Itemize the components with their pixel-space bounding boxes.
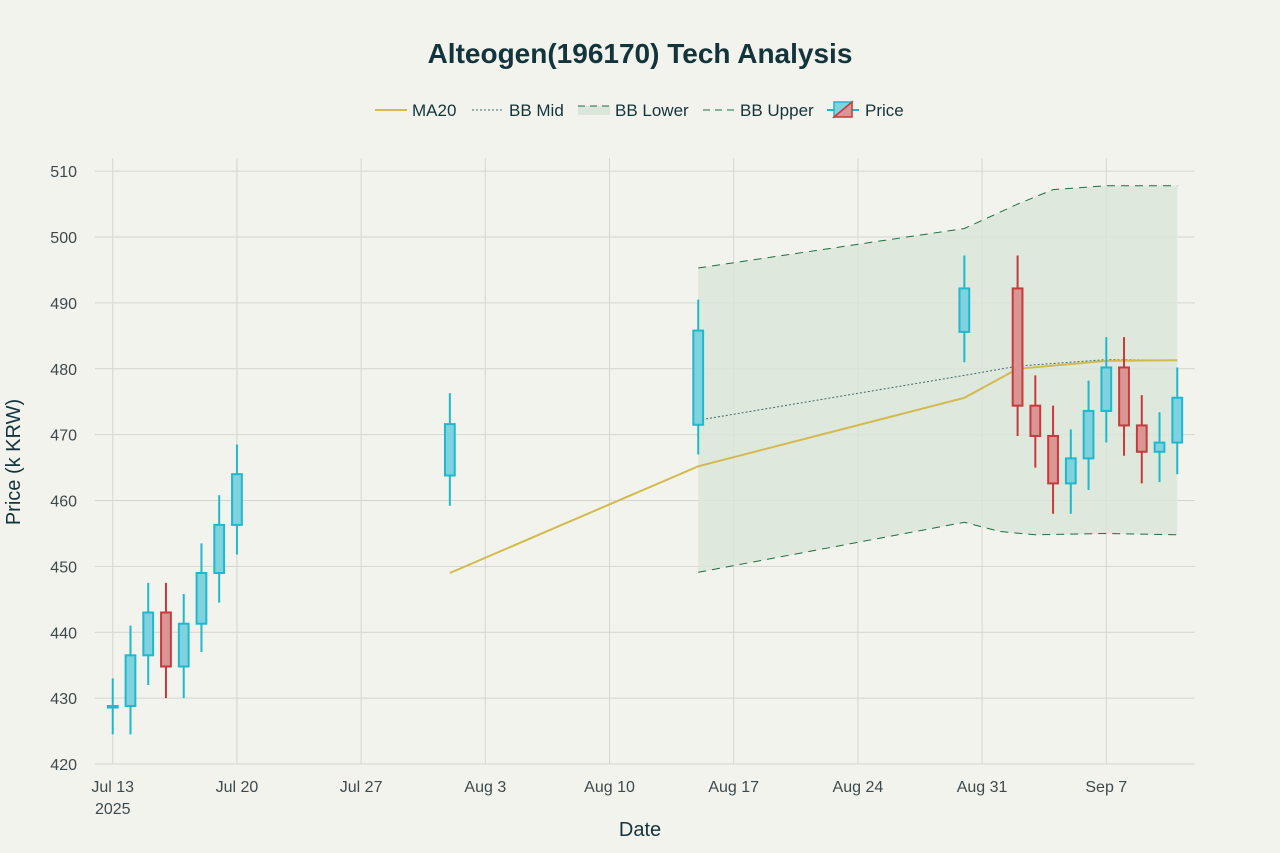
candle <box>1011 255 1024 436</box>
candle <box>1064 429 1077 514</box>
legend-label-ma20: MA20 <box>412 101 456 120</box>
candle-body <box>195 571 208 625</box>
candlesticks <box>106 255 1184 735</box>
y-axis-title: Price (k KRW) <box>3 399 25 525</box>
y-axis-ticks: 420 430 440 450 460 470 480 490 500 510 <box>50 164 77 774</box>
candle-body <box>124 654 137 708</box>
candle-body <box>1064 457 1077 485</box>
candle-body <box>1047 434 1059 485</box>
bb-upper-line <box>698 185 1178 269</box>
legend-item-ma20[interactable]: MA20 <box>375 101 456 120</box>
legend-swatch-bb-lower-fill <box>578 106 610 115</box>
candle-body <box>1082 409 1095 460</box>
legend-label-price: Price <box>865 101 904 120</box>
legend-item-price[interactable]: Price <box>827 100 904 120</box>
candle-body <box>1011 287 1024 407</box>
x-tick-label: Aug 17 <box>708 779 759 796</box>
y-tick-label: 480 <box>50 362 77 379</box>
legend: MA20 BB Mid BB Lower BB Upper Price <box>375 100 904 120</box>
candle-body <box>958 287 971 333</box>
candle-body <box>160 611 172 668</box>
x-axis-ticks: Jul 13 2025 Jul 20 Jul 27 Aug 3 Aug 10 Aug 17 A… <box>91 779 1127 818</box>
legend-swatch-price-down <box>831 100 853 118</box>
candle-body <box>1171 396 1184 444</box>
candle <box>1135 395 1148 484</box>
candle <box>1118 337 1130 456</box>
candle <box>1171 367 1184 475</box>
candle <box>1100 337 1113 443</box>
candle-body <box>443 423 456 477</box>
legend-label-bb-lower: BB Lower <box>615 101 689 120</box>
x-axis-title: Date <box>619 819 661 841</box>
y-tick-label: 490 <box>50 296 77 313</box>
y-tick-label: 420 <box>50 757 77 774</box>
candle <box>177 594 190 699</box>
legend-item-bb-lower[interactable]: BB Lower <box>578 101 689 120</box>
candle-body <box>1100 366 1113 412</box>
candle-body <box>1135 424 1148 453</box>
candle-body <box>177 622 190 668</box>
x-tick-label: Jul 13 <box>91 779 134 796</box>
y-tick-label: 430 <box>50 691 77 708</box>
x-tick-label: Aug 10 <box>584 779 635 796</box>
y-tick-label: 440 <box>50 625 77 642</box>
chart-title: Alteogen(196170) Tech Analysis <box>428 38 853 69</box>
legend-label-bb-mid: BB Mid <box>509 101 564 120</box>
candle <box>692 299 705 455</box>
y-tick-label: 510 <box>50 164 77 181</box>
candle <box>231 444 243 555</box>
legend-item-bb-mid[interactable]: BB Mid <box>472 101 564 120</box>
x-tick-label: Aug 24 <box>833 779 884 796</box>
candle-body <box>106 705 119 709</box>
y-tick-label: 470 <box>50 428 77 445</box>
y-tick-label: 460 <box>50 494 77 511</box>
legend-item-bb-upper[interactable]: BB Upper <box>703 101 814 120</box>
x-tick-label: Aug 31 <box>957 779 1008 796</box>
candle-body <box>1029 404 1042 437</box>
candle <box>142 582 155 685</box>
candle <box>1153 412 1166 483</box>
candle-body <box>692 329 705 426</box>
candle <box>195 543 208 653</box>
candle <box>160 582 172 699</box>
candle-body <box>213 523 226 574</box>
candle-body <box>1118 366 1130 427</box>
moving-average <box>449 359 1178 574</box>
candle <box>958 255 971 363</box>
candle <box>124 625 137 735</box>
y-tick-label: 450 <box>50 559 77 576</box>
x-tick-label: Jul 20 <box>216 779 259 796</box>
ma20-line <box>449 359 1178 574</box>
candle-body <box>1153 441 1166 453</box>
bb-lower-line <box>698 521 1178 573</box>
candle <box>213 495 226 603</box>
y-tick-label: 500 <box>50 230 77 247</box>
x-tick-label: Sep 7 <box>1085 779 1127 796</box>
candle <box>1029 375 1042 468</box>
x-tick-label: Aug 3 <box>464 779 506 796</box>
candle-body <box>231 473 243 526</box>
candle <box>443 393 456 506</box>
candle <box>106 678 119 735</box>
legend-label-bb-upper: BB Upper <box>740 101 814 120</box>
candle <box>1047 405 1059 514</box>
x-tick-label: Jul 27 <box>340 779 383 796</box>
x-tick-sublabel: 2025 <box>95 801 131 818</box>
candle-body <box>142 611 155 657</box>
candle <box>1082 380 1095 490</box>
